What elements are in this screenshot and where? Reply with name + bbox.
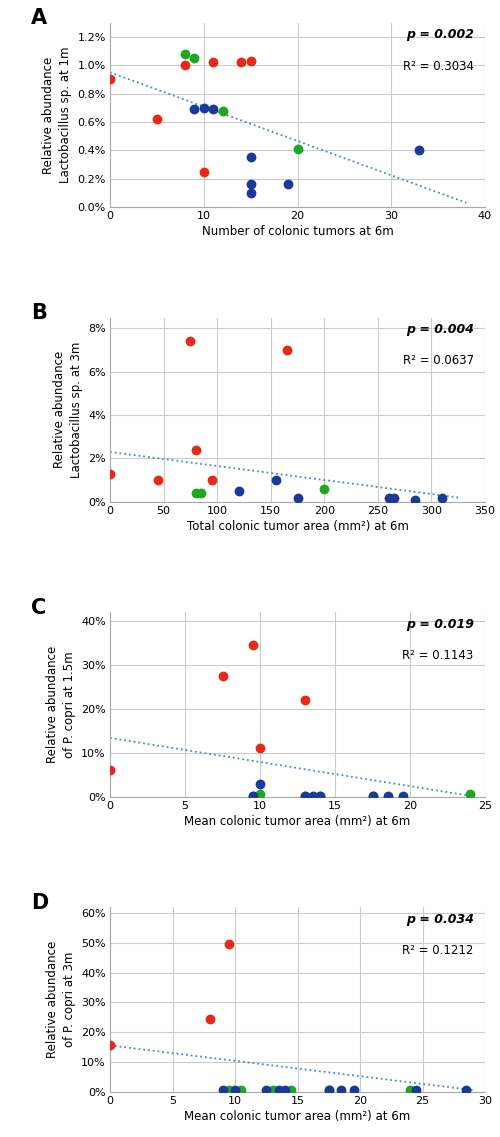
Point xyxy=(287,1081,295,1099)
Y-axis label: Relative abundance
of P. copri at 3m: Relative abundance of P. copri at 3m xyxy=(46,940,76,1059)
Text: p = 0.034: p = 0.034 xyxy=(406,913,474,926)
Point xyxy=(384,489,392,507)
Point xyxy=(316,787,324,805)
Point xyxy=(186,332,194,350)
Point xyxy=(206,1010,214,1028)
Point xyxy=(398,787,406,805)
Point xyxy=(294,489,302,507)
Point xyxy=(275,1081,283,1099)
Text: C: C xyxy=(31,598,46,617)
Point xyxy=(272,471,280,489)
Point xyxy=(218,101,226,119)
Point xyxy=(153,110,161,128)
Point xyxy=(301,691,309,709)
Text: p = 0.019: p = 0.019 xyxy=(406,617,474,631)
Point xyxy=(316,787,324,805)
Point xyxy=(368,787,376,805)
Point xyxy=(209,100,217,118)
Point xyxy=(181,56,189,74)
Point xyxy=(268,1081,276,1099)
Text: A: A xyxy=(31,8,48,28)
Y-axis label: Relative abundance
Lactobacillus sp. at 1m: Relative abundance Lactobacillus sp. at … xyxy=(42,47,72,183)
Text: R² = 0.1143: R² = 0.1143 xyxy=(402,649,474,662)
Point xyxy=(234,482,242,500)
Point xyxy=(200,99,208,117)
Point xyxy=(325,1081,333,1099)
Text: R² = 0.3034: R² = 0.3034 xyxy=(403,59,474,73)
Point xyxy=(218,667,226,686)
Point xyxy=(225,1081,233,1099)
Point xyxy=(248,637,256,655)
Point xyxy=(283,341,291,359)
Point xyxy=(301,787,309,805)
Point xyxy=(246,148,254,166)
Point xyxy=(106,762,114,780)
Point xyxy=(262,1081,270,1099)
Point xyxy=(416,141,424,159)
Point xyxy=(246,184,254,202)
Point xyxy=(248,787,256,805)
Text: D: D xyxy=(31,893,48,913)
Text: B: B xyxy=(31,302,47,323)
Point xyxy=(200,163,208,181)
Point xyxy=(106,1036,114,1054)
Point xyxy=(406,1081,414,1099)
Point xyxy=(237,53,245,72)
Point xyxy=(256,774,264,792)
Point xyxy=(284,175,292,193)
Point xyxy=(237,1081,245,1099)
X-axis label: Total colonic tumor area (mm²) at 6m: Total colonic tumor area (mm²) at 6m xyxy=(186,521,408,533)
Text: R² = 0.0637: R² = 0.0637 xyxy=(402,355,474,367)
Point xyxy=(190,49,198,67)
Point xyxy=(256,786,264,804)
Point xyxy=(248,787,256,805)
Point xyxy=(197,484,205,503)
Point xyxy=(209,53,217,72)
Point xyxy=(231,1081,239,1099)
Point xyxy=(225,936,233,954)
Point xyxy=(308,787,316,805)
Point xyxy=(337,1081,345,1099)
X-axis label: Mean colonic tumor area (mm²) at 6m: Mean colonic tumor area (mm²) at 6m xyxy=(184,815,410,828)
Point xyxy=(281,1081,289,1099)
Text: p = 0.004: p = 0.004 xyxy=(406,323,474,337)
Point xyxy=(462,1081,470,1099)
Point xyxy=(412,490,420,508)
Point xyxy=(350,1081,358,1099)
Point xyxy=(325,1081,333,1099)
Point xyxy=(390,489,398,507)
Point xyxy=(181,44,189,63)
Point xyxy=(106,465,114,483)
Point xyxy=(412,1081,420,1099)
Point xyxy=(301,787,309,805)
Text: p = 0.002: p = 0.002 xyxy=(406,28,474,41)
Point xyxy=(256,739,264,757)
Point xyxy=(192,441,200,459)
Point xyxy=(320,480,328,498)
Point xyxy=(466,786,474,804)
X-axis label: Mean colonic tumor area (mm²) at 6m: Mean colonic tumor area (mm²) at 6m xyxy=(184,1110,410,1123)
Point xyxy=(438,489,446,507)
Point xyxy=(208,471,216,489)
Point xyxy=(294,140,302,158)
Point xyxy=(368,787,376,805)
Point xyxy=(190,100,198,118)
Y-axis label: Relative abundance
Lactobacillus sp. at 3m: Relative abundance Lactobacillus sp. at … xyxy=(52,341,82,478)
Point xyxy=(192,484,200,503)
Point xyxy=(246,175,254,193)
Point xyxy=(384,787,392,805)
X-axis label: Number of colonic tumors at 6m: Number of colonic tumors at 6m xyxy=(202,225,394,239)
Point xyxy=(106,70,114,89)
Point xyxy=(246,52,254,70)
Point xyxy=(218,1081,226,1099)
Y-axis label: Relative abundance
of P. copri at 1.5m: Relative abundance of P. copri at 1.5m xyxy=(46,646,76,763)
Point xyxy=(154,471,162,489)
Text: R² = 0.1212: R² = 0.1212 xyxy=(402,944,474,957)
